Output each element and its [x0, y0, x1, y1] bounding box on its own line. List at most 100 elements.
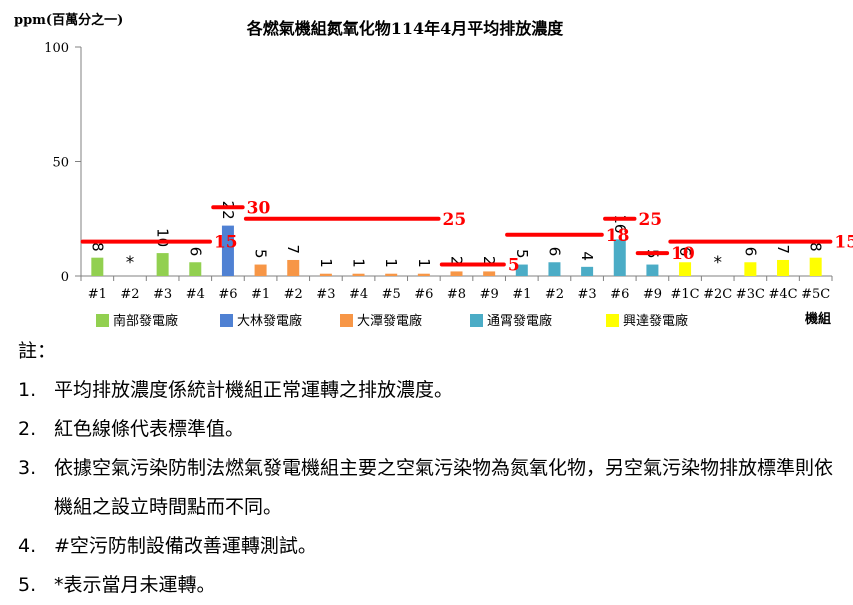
- standard-value-label: 15: [834, 233, 853, 253]
- bar: [646, 264, 659, 276]
- legend-swatch: [340, 314, 353, 327]
- x-tick-label: #8: [447, 287, 466, 302]
- x-tick-label: #2: [545, 287, 564, 302]
- note-number: 1.: [18, 379, 37, 401]
- standard-value-label: 10: [671, 244, 695, 264]
- legend: 南部發電廠 大林發電廠 大潭發電廠 通霄發電廠 興達發電廠: [96, 313, 688, 329]
- bar-value-label: 6: [676, 247, 694, 257]
- x-axis-label: 機組: [805, 311, 831, 327]
- note-number: 3.: [18, 457, 37, 479]
- bar: [679, 262, 692, 276]
- bar: [319, 273, 332, 276]
- bar-value-label: 1: [382, 258, 400, 268]
- bar: [744, 262, 757, 276]
- standard-value-label: 5: [508, 256, 520, 276]
- bar-value-label: 6: [545, 247, 563, 257]
- bar-value-label: 7: [774, 244, 792, 254]
- note-text: *表示當月未運轉。: [54, 574, 216, 596]
- y-axis-label: ppm(百萬分之一): [14, 12, 123, 28]
- bar-value-label: 7: [284, 244, 302, 254]
- bars: [91, 225, 822, 276]
- bar: [483, 271, 496, 276]
- x-tick-label: #4: [349, 287, 368, 302]
- x-tick-label: #3C: [736, 287, 765, 302]
- legend-label: 南部發電廠: [113, 313, 178, 329]
- bar-value-label: 5: [252, 249, 270, 259]
- bar-value-label: 2: [480, 256, 498, 266]
- bar-value-label: 1: [317, 258, 335, 268]
- x-tick-label: #2C: [703, 287, 732, 302]
- x-tick-label: #1: [251, 287, 270, 302]
- x-tick-label: #9: [480, 287, 499, 302]
- axes: 0 50 100: [44, 41, 833, 285]
- bar-value-label: 6: [741, 247, 759, 257]
- note-text: 平均排放濃度係統計機組正常運轉之排放濃度。: [54, 379, 454, 401]
- note-item: 3. 依據空氣污染防制法燃氣發電機組主要之空氣污染物為氮氧化物，另空氣污染物排放…: [18, 449, 848, 527]
- x-tick-label: #5: [382, 287, 401, 302]
- bar-value-label: 5: [513, 249, 531, 259]
- bar-value-label: 22: [219, 201, 237, 220]
- x-tick-label: #2: [120, 287, 139, 302]
- note-item: 2. 紅色線條代表標準值。: [18, 410, 848, 449]
- chart-title: 各燃氣機組氮氧化物114年4月平均排放濃度: [246, 19, 565, 38]
- x-tick-label: #3: [153, 287, 172, 302]
- legend-swatch: [470, 314, 483, 327]
- standard-value-label: 25: [443, 210, 467, 230]
- note-text: 紅色線條代表標準值。: [54, 418, 245, 440]
- bar: [287, 259, 300, 276]
- bar: [548, 262, 561, 276]
- legend-label: 興達發電廠: [623, 313, 688, 329]
- note-number: 4.: [18, 535, 37, 557]
- bar: [417, 273, 430, 276]
- note-item: 1. 平均排放濃度係統計機組正常運轉之排放濃度。: [18, 371, 848, 410]
- bar: [352, 273, 365, 276]
- standard-value-label: 25: [638, 210, 662, 230]
- x-tick-label: #9: [643, 287, 662, 302]
- legend-label: 通霄發電廠: [487, 313, 552, 329]
- not-operated-label: *: [713, 253, 722, 273]
- x-tick-label: #6: [218, 287, 237, 302]
- bar: [189, 262, 202, 276]
- x-tick-label: #3: [578, 287, 597, 302]
- note-text: 依據空氣污染防制法燃氣發電機組主要之空氣污染物為氮氧化物，另空氣污染物排放標準則…: [54, 457, 834, 518]
- x-tick-labels: #1 #2 #3 #4 #6 #1 #2 #3 #4 #5 #6 #8 #9 #1 #2 #3 #6 #9 #1C #…: [88, 287, 831, 302]
- note-text: #空污防制設備改善運轉測試。: [54, 535, 317, 557]
- bar-value-label: 6: [186, 247, 204, 257]
- note-number: 5.: [18, 574, 37, 596]
- x-tick-label: #4: [186, 287, 205, 302]
- x-tick-label: #1: [512, 287, 531, 302]
- bar: [613, 239, 626, 276]
- bar-value-label: 10: [154, 228, 172, 247]
- bar-value-label: 8: [807, 242, 825, 252]
- bar: [515, 264, 528, 276]
- note-number: 2.: [18, 418, 37, 440]
- legend-swatch: [220, 314, 233, 327]
- bar: [221, 225, 234, 276]
- legend-swatch: [606, 314, 619, 327]
- nox-emission-chart: 各燃氣機組氮氧化物114年4月平均排放濃度 ppm(百萬分之一) 機組 0 50 1…: [14, 12, 853, 329]
- bar-value-label: 1: [415, 258, 433, 268]
- x-tick-label: #6: [610, 287, 629, 302]
- bar: [254, 264, 267, 276]
- y-tick-label: 100: [44, 41, 69, 56]
- bar: [809, 257, 822, 276]
- notes: 註： 1. 平均排放濃度係統計機組正常運轉之排放濃度。 2. 紅色線條代表標準值…: [18, 336, 848, 605]
- standard-value-label: 30: [247, 198, 271, 218]
- bar-value-label: 4: [578, 251, 596, 261]
- bar: [156, 253, 169, 276]
- bar: [777, 259, 790, 276]
- note-item: 4. #空污防制設備改善運轉測試。: [18, 527, 848, 566]
- legend-label: 大林發電廠: [237, 313, 302, 329]
- standard-value-label: 15: [214, 233, 238, 253]
- x-tick-label: #3: [316, 287, 335, 302]
- bar-value-label: 1: [350, 258, 368, 268]
- x-tick-label: #1: [88, 287, 107, 302]
- bar: [450, 271, 463, 276]
- x-tick-label: #2: [284, 287, 303, 302]
- bar: [385, 273, 398, 276]
- bar-value-label: 2: [448, 256, 466, 266]
- bar: [581, 266, 594, 276]
- x-tick-label: #6: [414, 287, 433, 302]
- x-tick-label: #5C: [801, 287, 830, 302]
